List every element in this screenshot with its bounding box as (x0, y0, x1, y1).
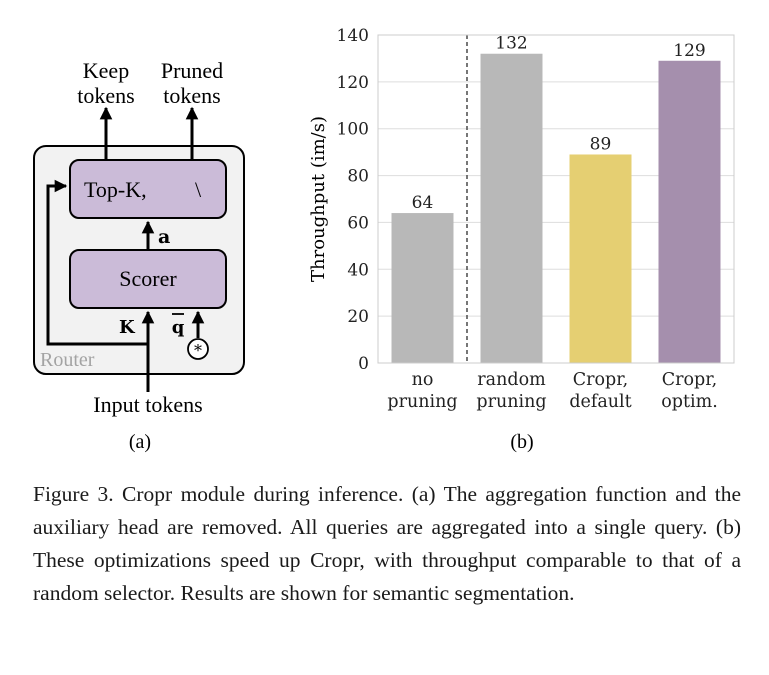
figure-caption: Figure 3. Cropr module during inference.… (33, 482, 741, 605)
figure-3: * Keep tokens Pruned tokens Top-K, \ Sco… (33, 26, 735, 453)
y-tick-label: 40 (347, 260, 369, 280)
star-symbol: * (194, 341, 202, 360)
router-diagram: * Keep tokens Pruned tokens Top-K, \ Sco… (33, 58, 245, 453)
a-label: a (158, 226, 170, 248)
scorer-label: Scorer (119, 266, 177, 291)
bar (391, 213, 454, 363)
topk-label: Top-K, (84, 177, 147, 202)
bar-value-label: 64 (412, 193, 434, 213)
y-tick-labels: 0 20 40 60 80 100 120 140 (337, 26, 369, 374)
keep-tokens-line1: Keep (83, 58, 129, 83)
pruned-tokens-line1: Pruned (161, 58, 223, 83)
input-tokens-label: Input tokens (93, 392, 202, 417)
x-tick-label: Cropr, default (569, 370, 631, 412)
y-tick-label: 80 (347, 167, 369, 187)
bar-value-label: 129 (673, 41, 705, 61)
x-tick-label: random pruning (476, 370, 546, 412)
y-tick-label: 120 (337, 73, 369, 93)
q-label: q (172, 317, 185, 338)
x-tick-label: no pruning (387, 370, 457, 412)
aggregation-circle (187, 338, 209, 360)
throughput-chart: 0 20 40 60 80 100 120 140 64 132 89 129 no pruning r… (308, 26, 735, 453)
topk-block (69, 159, 227, 219)
bar-value-label: 89 (590, 134, 612, 154)
plot-frame (377, 34, 735, 364)
router-label: Router (40, 349, 95, 371)
bar (569, 154, 632, 363)
k-label: K (119, 317, 136, 338)
y-tick-label: 0 (358, 354, 369, 374)
y-tick-label: 100 (337, 120, 369, 140)
x-tick-label: Cropr, optim. (661, 370, 718, 412)
y-axis-label: Throughput (im/s) (308, 116, 329, 282)
panel-b-sublabel: (b) (510, 431, 533, 453)
y-tick-label: 20 (347, 307, 369, 327)
x-tick-labels: no pruning random pruning Cropr, default Cropr… (387, 370, 717, 412)
keep-tokens-line2: tokens (77, 83, 134, 108)
y-tick-label: 140 (337, 26, 369, 46)
bar-value-label: 132 (495, 34, 527, 54)
pruned-tokens-line2: tokens (163, 83, 220, 108)
bar-value-labels: 64 132 89 129 (412, 34, 706, 213)
topk-symbol: \ (195, 177, 202, 202)
bar (658, 60, 721, 364)
panel-a-sublabel: (a) (129, 431, 151, 453)
bar (480, 53, 543, 363)
y-tick-label: 60 (347, 213, 369, 233)
skip-connection (46, 179, 148, 346)
chart-bars (391, 53, 721, 364)
